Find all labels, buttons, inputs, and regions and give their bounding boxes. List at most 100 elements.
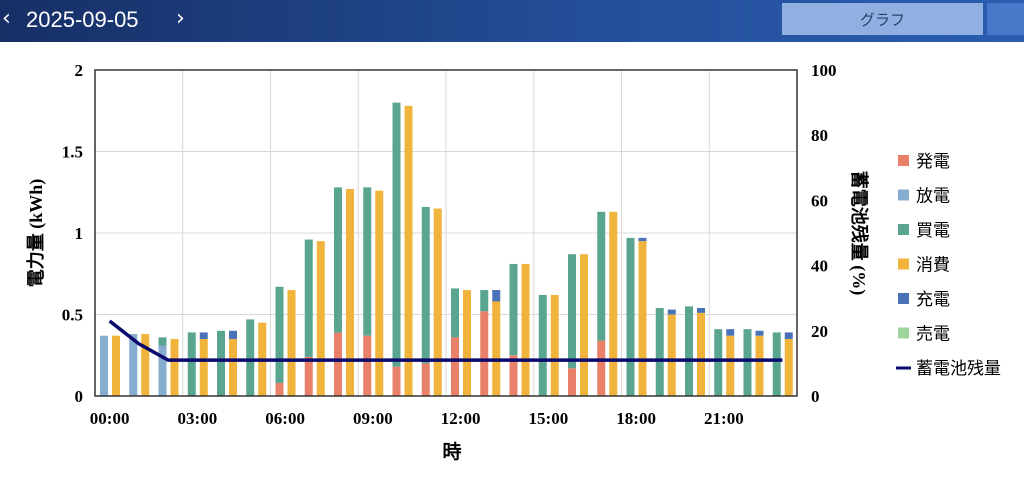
x-tick-label: 15:00 xyxy=(529,409,569,428)
bar-16-買電 xyxy=(568,254,576,369)
bar-7-消費 xyxy=(316,241,325,396)
plot-frame xyxy=(94,69,798,397)
bar-7-発電 xyxy=(304,356,313,396)
bar-4-充電 xyxy=(229,330,237,339)
bar-17-買電 xyxy=(597,211,606,341)
bar-23-買電 xyxy=(772,332,781,396)
bar-14-消費 xyxy=(521,263,530,396)
y2-tick-label: 20 xyxy=(811,322,828,341)
bar-22-充電 xyxy=(755,330,764,336)
bar-16-発電 xyxy=(568,368,576,396)
battery-line xyxy=(108,319,783,362)
bar-10-消費 xyxy=(404,105,413,397)
bar-3-充電 xyxy=(199,332,208,339)
bar-10-発電 xyxy=(392,366,401,396)
bar-6-買電 xyxy=(275,286,284,383)
bar-22-消費 xyxy=(755,335,764,396)
chevron-left-icon[interactable]: ‹ xyxy=(2,6,11,31)
bar-7-買電 xyxy=(304,239,313,357)
x-tick-label: 12:00 xyxy=(441,409,481,428)
y2-tick-label: 100 xyxy=(811,61,837,80)
y2-tick-label: 0 xyxy=(811,387,820,406)
bar-5-買電 xyxy=(246,319,255,396)
header-bar: ‹ 2025-09-05 › グラフ xyxy=(0,0,1024,42)
bar-12-買電 xyxy=(451,288,459,338)
bar-15-買電 xyxy=(538,294,547,396)
x-tick-label: 00:00 xyxy=(90,409,130,428)
bar-11-買電 xyxy=(421,206,430,364)
bar-19-買電 xyxy=(655,307,664,396)
bar-8-買電 xyxy=(334,187,342,333)
y-axis-label: 電力量 (kWh) xyxy=(25,179,47,288)
legend-swatch-消費 xyxy=(898,258,909,270)
y-tick-label: 2 xyxy=(75,61,84,80)
x-tick-label: 18:00 xyxy=(616,409,656,428)
bar-18-買電 xyxy=(626,237,635,396)
legend-label: 蓄電池残量 xyxy=(916,359,1001,378)
bar-4-買電 xyxy=(217,330,225,396)
bar-16-消費 xyxy=(580,254,588,396)
bar-6-消費 xyxy=(287,290,296,396)
bar-14-買電 xyxy=(509,263,518,356)
legend-label: 放電 xyxy=(916,187,950,206)
legend-label: 充電 xyxy=(916,290,950,309)
bar-13-消費 xyxy=(492,301,501,396)
bar-12-消費 xyxy=(463,290,471,396)
y-tick-label: 1 xyxy=(75,224,84,243)
bar-1-消費 xyxy=(141,334,150,396)
y2-axis-label: 蓄電池残量 (%) xyxy=(848,171,870,296)
bar-2-放電 xyxy=(158,345,167,396)
bar-4-消費 xyxy=(229,338,237,396)
bar-21-充電 xyxy=(726,329,735,336)
bar-18-消費 xyxy=(638,241,647,396)
legend-swatch-充電 xyxy=(898,293,909,304)
legend-label: 売電 xyxy=(916,325,950,344)
y2-tick-label: 40 xyxy=(811,257,828,276)
bar-23-消費 xyxy=(784,338,793,396)
tab-graph[interactable]: グラフ xyxy=(782,3,983,35)
bar-23-充電 xyxy=(784,332,793,339)
bar-8-消費 xyxy=(346,188,354,396)
legend-swatch-発電 xyxy=(898,155,909,166)
bar-19-消費 xyxy=(667,314,676,396)
bar-17-消費 xyxy=(609,211,618,396)
bar-22-買電 xyxy=(743,329,752,396)
x-tick-label: 03:00 xyxy=(178,409,218,428)
y-tick-label: 0.5 xyxy=(62,306,83,325)
bar-14-発電 xyxy=(509,355,518,396)
bar-21-買電 xyxy=(714,329,723,396)
chevron-right-icon[interactable]: › xyxy=(176,6,185,31)
bar-13-充電 xyxy=(492,290,501,302)
bar-12-発電 xyxy=(451,337,459,396)
bar-20-充電 xyxy=(697,307,705,313)
x-axis-label: 時 xyxy=(442,441,461,463)
bar-13-買電 xyxy=(480,290,489,312)
bar-2-消費 xyxy=(170,338,179,396)
bar-0-消費 xyxy=(112,335,120,396)
legend-label: 消費 xyxy=(916,256,950,275)
y-tick-label: 0 xyxy=(75,387,84,406)
bar-6-発電 xyxy=(275,382,284,396)
legend-label: 発電 xyxy=(916,152,950,171)
bar-13-発電 xyxy=(480,311,489,396)
legend-swatch-放電 xyxy=(898,189,909,201)
tab-other[interactable] xyxy=(987,3,1024,35)
legend-swatch-売電 xyxy=(898,327,909,339)
bar-20-買電 xyxy=(685,306,693,396)
legend-swatch-買電 xyxy=(898,224,909,235)
bar-10-買電 xyxy=(392,102,401,367)
bar-9-発電 xyxy=(363,335,372,396)
bar-3-買電 xyxy=(187,332,196,396)
bar-8-発電 xyxy=(334,332,342,396)
bar-2-買電 xyxy=(158,337,167,346)
bar-0-放電 xyxy=(100,335,108,396)
bar-9-消費 xyxy=(375,190,384,396)
bar-11-発電 xyxy=(421,363,430,396)
bar-9-買電 xyxy=(363,187,372,336)
x-tick-label: 06:00 xyxy=(265,409,305,428)
legend-label: 買電 xyxy=(916,221,950,240)
bar-17-発電 xyxy=(597,340,606,396)
date-label: 2025-09-05 xyxy=(26,7,139,32)
bar-15-消費 xyxy=(550,294,559,396)
